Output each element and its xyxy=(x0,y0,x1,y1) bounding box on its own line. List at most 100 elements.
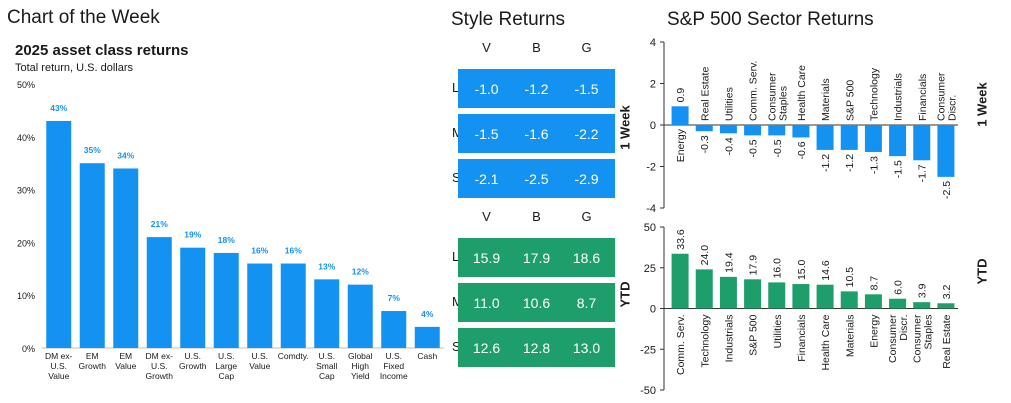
x-tick-label: Consumer xyxy=(887,314,899,363)
bar xyxy=(695,269,713,309)
grid-cell: -2.9 xyxy=(558,159,615,198)
x-tick-label: U.S. xyxy=(50,361,67,371)
x-tick-label: Discr. xyxy=(946,95,958,121)
data-label: 15.0 xyxy=(796,259,808,280)
asset-class-chart: 0%10%20%30%40%50%43%DM ex-U.S.Value35%EM… xyxy=(17,80,444,381)
bar xyxy=(889,125,907,157)
x-tick-label: EM xyxy=(86,351,99,361)
data-label: 7% xyxy=(388,293,401,303)
x-tick-label: Cap xyxy=(319,371,335,381)
grid-cell: 15.9 xyxy=(458,238,515,277)
x-tick-label: U.S. xyxy=(251,351,268,361)
data-label: 13% xyxy=(318,261,335,271)
bar xyxy=(79,163,105,348)
x-tick-label: Discr. xyxy=(898,315,910,341)
data-label: -0.3 xyxy=(699,135,711,153)
x-tick-label: Income xyxy=(380,371,408,381)
bar xyxy=(937,303,955,309)
data-label: 16% xyxy=(285,246,302,256)
x-tick-label: Growth xyxy=(179,361,207,371)
y-tick-label: 2 xyxy=(650,79,656,91)
x-tick-label: Growth xyxy=(146,371,174,381)
x-tick-label: Value xyxy=(48,371,69,381)
x-tick-label: Staples xyxy=(777,86,789,121)
x-tick-label: Cap xyxy=(218,371,234,381)
x-tick-label: S&P 500 xyxy=(844,80,856,121)
row-label: L xyxy=(452,80,460,95)
data-label: 21% xyxy=(151,219,168,229)
sector-1week-label: 1 Week xyxy=(974,82,990,127)
row-label: S xyxy=(452,339,461,354)
column-header: V xyxy=(482,40,491,55)
grid-cell: -1.5 xyxy=(458,114,515,153)
bar xyxy=(792,284,810,309)
bar xyxy=(347,284,373,348)
column-header: B xyxy=(532,209,541,224)
column-header: V xyxy=(482,209,491,224)
x-tick-label: Staples xyxy=(922,315,934,350)
row-label: L xyxy=(452,249,460,264)
bar xyxy=(937,125,955,177)
grid-cell: -2.1 xyxy=(458,159,515,198)
sector-returns-title: S&P 500 Sector Returns xyxy=(667,9,874,30)
y-tick-label: 30% xyxy=(17,186,35,196)
grid-cell: -2.5 xyxy=(508,159,565,198)
page-title: Chart of the Week xyxy=(7,7,160,28)
x-tick-label: Growth xyxy=(79,361,107,371)
y-tick-label: 50% xyxy=(17,80,35,90)
data-label: 4% xyxy=(421,309,434,319)
data-label: -2.5 xyxy=(941,181,953,199)
grid-cell: 10.6 xyxy=(508,283,565,322)
x-tick-label: Small xyxy=(316,361,337,371)
x-tick-label: Health Care xyxy=(820,314,832,370)
bar xyxy=(768,282,786,309)
x-tick-label: U.S. xyxy=(151,361,168,371)
row-label: M xyxy=(452,125,463,140)
x-tick-label: DM ex- xyxy=(45,351,73,361)
y-tick-label: 4 xyxy=(650,37,656,49)
grid-cell: 12.6 xyxy=(458,328,515,367)
bar xyxy=(381,311,407,348)
grid-cell: 18.6 xyxy=(558,238,615,277)
y-tick-label: -4 xyxy=(646,203,656,215)
x-tick-label: Consumer xyxy=(766,72,778,121)
x-tick-label: Fixed xyxy=(383,361,404,371)
y-tick-label: 0 xyxy=(650,304,656,316)
data-label: 8.7 xyxy=(868,276,880,291)
bar xyxy=(840,125,858,150)
data-label: 10.5 xyxy=(844,267,856,288)
data-label: -1.2 xyxy=(844,154,856,172)
grid-cell: -1.2 xyxy=(508,69,565,108)
x-tick-label: Industrials xyxy=(893,73,905,121)
bar xyxy=(414,326,440,348)
sector-ytd-label: YTD xyxy=(974,258,990,285)
x-tick-label: Financials xyxy=(917,74,929,121)
x-tick-label: Industrials xyxy=(723,315,735,363)
bar xyxy=(864,294,882,309)
sector-ytd-chart: -50 -25 0 25 50 33.6 Comm. Serv. 24.0 Technology… xyxy=(640,222,958,397)
data-label: 17.9 xyxy=(748,255,760,276)
data-label: 16% xyxy=(251,246,268,256)
data-label: 6.0 xyxy=(893,280,905,295)
column-header: G xyxy=(581,40,592,55)
data-label: -1.7 xyxy=(917,164,929,182)
bar xyxy=(816,284,834,309)
data-label: -0.5 xyxy=(772,139,784,157)
bar xyxy=(314,279,340,348)
data-label: 43% xyxy=(50,103,67,113)
x-tick-label: Energy xyxy=(868,314,880,348)
x-tick-label: Yield xyxy=(351,371,370,381)
bar xyxy=(840,291,858,309)
x-tick-label: Real Estate xyxy=(699,67,711,121)
bar xyxy=(719,125,737,134)
x-tick-label: U.S. xyxy=(385,351,402,361)
asset-chart-subtitle: Total return, U.S. dollars xyxy=(15,62,133,74)
y-tick-label: 0% xyxy=(22,344,35,354)
x-tick-label: Technology xyxy=(699,314,711,368)
data-label: -1.2 xyxy=(820,154,832,172)
data-label: 0.9 xyxy=(675,88,687,103)
bar xyxy=(889,298,907,309)
data-label: -0.6 xyxy=(796,141,808,159)
bar xyxy=(113,168,139,348)
